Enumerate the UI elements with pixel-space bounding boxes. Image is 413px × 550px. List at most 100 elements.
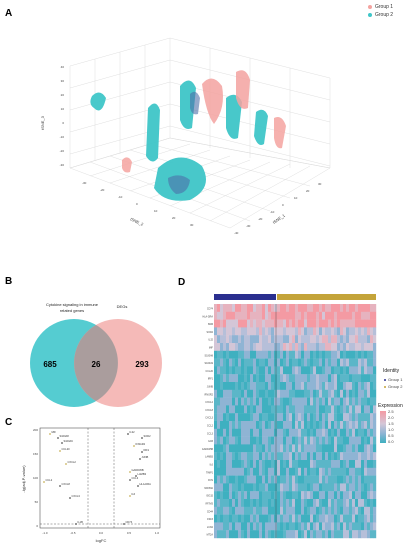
heatmap-cell xyxy=(277,506,281,515)
heatmap-cell xyxy=(373,389,377,398)
heatmap-cell xyxy=(307,397,311,406)
heatmap-cell xyxy=(283,319,287,328)
heatmap-cell xyxy=(238,350,242,359)
heatmap-cell xyxy=(283,350,287,359)
heatmap-cell xyxy=(340,522,344,531)
heatmap-cell xyxy=(322,428,326,437)
heatmap-cell xyxy=(301,350,305,359)
heatmap-cell xyxy=(355,343,359,351)
heatmap-cell xyxy=(268,452,272,461)
heatmap-cell xyxy=(340,397,344,406)
heatmap-cell xyxy=(259,366,263,375)
heatmap-cell xyxy=(358,428,362,437)
heatmap-gene-label: CSF3 xyxy=(207,518,214,521)
heatmap-cell xyxy=(271,506,275,515)
heatmap-cell xyxy=(334,436,338,445)
volcano-point xyxy=(61,442,63,444)
heatmap-cell xyxy=(316,405,320,414)
heatmap-cell xyxy=(250,397,254,406)
heatmap-cell xyxy=(358,366,362,375)
heatmap-cell xyxy=(265,358,269,367)
heatmap-cell xyxy=(307,343,311,351)
heatmap-cell xyxy=(268,327,272,336)
heatmap-cell xyxy=(238,397,242,406)
heatmap-cell xyxy=(349,421,353,429)
heatmap-cell xyxy=(253,499,257,507)
heatmap-cell xyxy=(304,514,308,523)
heatmap-cell xyxy=(319,327,323,336)
heatmap-cell xyxy=(346,514,350,523)
heatmap-cell xyxy=(247,421,251,429)
heatmap-cell xyxy=(301,506,305,515)
heatmap-cell xyxy=(235,327,239,336)
heatmap-cell xyxy=(259,483,263,492)
heatmap-cell xyxy=(346,460,350,468)
heatmap-cell xyxy=(361,389,365,398)
heatmap-cell xyxy=(328,452,332,461)
heatmap-cell xyxy=(364,413,368,422)
volcano-point xyxy=(75,523,77,525)
heatmap-cell xyxy=(364,499,368,507)
heatmap-cell xyxy=(328,311,332,320)
heatmap-cell xyxy=(226,366,230,375)
heatmap-cell xyxy=(253,428,257,437)
heatmap-cell xyxy=(277,460,281,468)
heatmap-cell xyxy=(268,467,272,476)
heatmap-cell xyxy=(214,444,218,453)
heatmap-cell xyxy=(265,530,269,539)
heatmap-cell xyxy=(304,343,308,351)
heatmap-cell xyxy=(271,366,275,375)
heatmap-cell xyxy=(271,483,275,492)
heatmap-cell xyxy=(352,506,356,515)
heatmap-cell xyxy=(322,444,326,453)
heatmap-cell xyxy=(223,475,227,484)
heatmap-cell xyxy=(268,460,272,468)
heatmap-cell xyxy=(346,436,350,445)
heatmap-cell xyxy=(229,405,233,414)
heatmap-cell xyxy=(256,483,260,492)
heatmap-cell xyxy=(310,506,314,515)
heatmap-cell xyxy=(253,335,257,344)
heatmap-cell xyxy=(343,436,347,445)
heatmap-cell xyxy=(274,311,278,320)
heatmap-cell xyxy=(337,374,341,383)
heatmap-cell xyxy=(229,382,233,390)
heatmap-cell xyxy=(361,444,365,453)
heatmap-cell xyxy=(280,514,284,523)
heatmap-cell xyxy=(364,436,368,445)
heatmap-cell xyxy=(355,405,359,414)
heatmap-cell xyxy=(343,319,347,328)
heatmap-cell xyxy=(352,358,356,367)
heatmap-cell xyxy=(349,514,353,523)
heatmap-cell xyxy=(268,311,272,320)
heatmap-cell xyxy=(337,382,341,390)
heatmap-cell xyxy=(277,311,281,320)
heatmap-cell xyxy=(265,452,269,461)
heatmap-cell xyxy=(316,311,320,320)
heatmap-cell xyxy=(250,483,254,492)
heatmap-cell xyxy=(283,311,287,320)
heatmap-cell xyxy=(253,382,257,390)
x-axis-label: tSNE_1 xyxy=(272,212,287,224)
heatmap-cell xyxy=(337,421,341,429)
heatmap-cell xyxy=(298,506,302,515)
heatmap-cell xyxy=(250,358,254,367)
heatmap-cell xyxy=(346,413,350,422)
heatmap-cell xyxy=(340,335,344,344)
heatmap-cell xyxy=(349,366,353,375)
heatmap-cell xyxy=(280,499,284,507)
heatmap-cell xyxy=(226,413,230,422)
heatmap-cell xyxy=(265,522,269,531)
venn-left-label-line1: Cytokine signaling in immune xyxy=(46,302,99,307)
heatmap-cell xyxy=(307,452,311,461)
heatmap-cell xyxy=(343,467,347,476)
heatmap-cell xyxy=(277,428,281,437)
identity-bar-group-1 xyxy=(214,294,276,300)
heatmap-cell xyxy=(307,499,311,507)
heatmap-cell xyxy=(289,522,293,531)
heatmap-gene-label: CCL2 xyxy=(207,424,214,427)
heatmap-cell xyxy=(253,436,257,445)
heatmap-cell xyxy=(367,358,371,367)
heatmap-cell xyxy=(364,491,368,500)
heatmap-cell xyxy=(259,499,263,507)
